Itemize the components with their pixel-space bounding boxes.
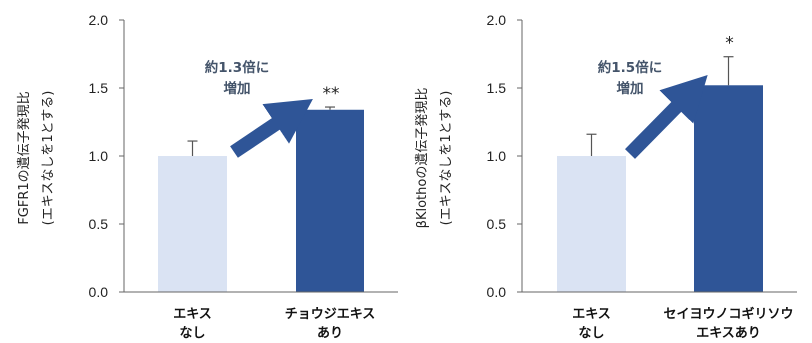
y-axis-title: βKlothoの遺伝子発現比 [415,88,430,229]
bar-1 [557,156,626,292]
y-tick-label: 1.5 [487,80,507,96]
significance-mark: ** [323,84,340,104]
x-category-label: なし [578,326,604,341]
increase-annotation: 増加 [617,80,644,97]
y-tick-label: 0.0 [89,284,109,300]
x-category-label: エキス [173,307,212,322]
increase-arrow [630,93,690,154]
x-category-label: あり [317,326,343,341]
y-axis-subtitle: (エキスなしを1とする) [41,91,56,226]
increase-annotation: 増加 [224,80,251,97]
bar-2 [296,110,364,292]
x-category-label: セイヨウノコギリソウ [663,306,793,322]
y-tick-label: 0.5 [487,216,507,232]
y-tick-label: 1.5 [89,80,109,96]
increase-arrow [234,113,292,152]
increase-annotation: 約1.3倍に [205,59,269,76]
chart-panel-2: 0.0 0.5 1.0 1.5 2.0 βKlothoの遺伝子発現比 (エキスなしを1とする… [415,12,797,341]
y-tick-label: 2.0 [487,12,507,28]
x-category-label: エキス [572,307,611,322]
x-category-label: なし [179,326,205,341]
y-tick-label: 1.0 [89,148,109,164]
bar-1 [158,156,227,292]
x-category-label: チョウジエキス [285,307,376,322]
x-category-label: エキスあり [696,326,761,341]
y-tick-label: 0.0 [487,284,507,300]
chart-panel-1: 0.0 0.5 1.0 1.5 2.0 FGFR1の遺伝子発現比 (エキスなしを1とする) エ… [17,12,398,341]
y-tick-label: 0.5 [89,216,109,232]
y-tick-label: 1.0 [487,148,507,164]
y-tick-label: 2.0 [89,12,109,28]
significance-mark: * [725,34,734,54]
y-axis-subtitle: (エキスなしを1とする) [439,91,454,226]
y-axis-title: FGFR1の遺伝子発現比 [17,91,32,224]
increase-annotation: 約1.5倍に [598,59,662,76]
bar-2 [694,85,763,292]
